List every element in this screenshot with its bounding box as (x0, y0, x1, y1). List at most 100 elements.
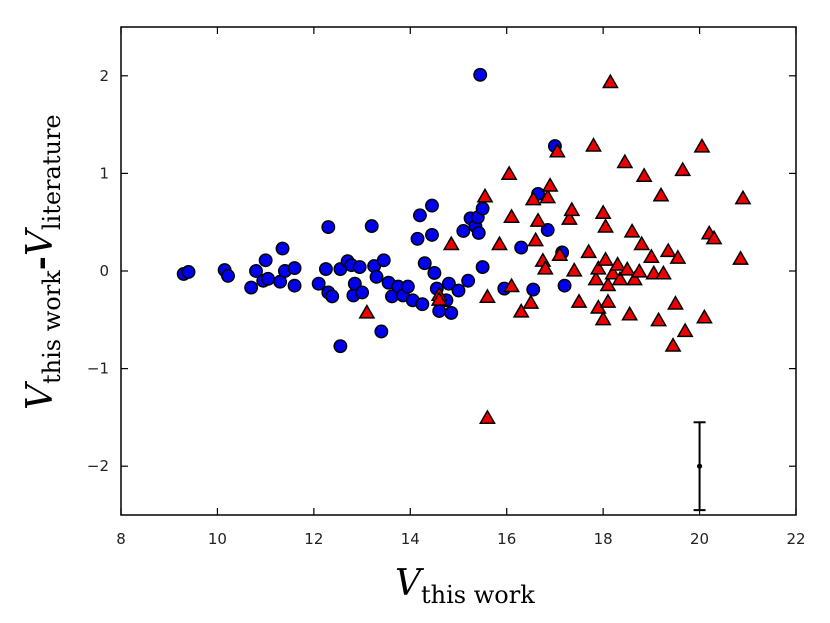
circle-point (311, 276, 326, 291)
y-tick-label: −1 (87, 360, 109, 378)
y-axis-label: Vthis work-Vliterature (20, 114, 66, 410)
triangle-point (601, 73, 619, 89)
triangle-point (642, 248, 660, 263)
circle-point (258, 253, 273, 268)
circle-point (376, 253, 391, 268)
circle-point (461, 273, 476, 288)
circle-point (249, 264, 263, 278)
triangle-point (589, 260, 607, 275)
triangle-point (705, 229, 723, 245)
triangle-point (664, 337, 682, 352)
triangle-point (623, 222, 641, 238)
circle-point (374, 324, 389, 339)
triangle-point (676, 322, 694, 338)
triangle-point (563, 201, 581, 217)
circle-point (417, 256, 432, 271)
circle-point (400, 279, 415, 294)
triangle-point (618, 261, 636, 276)
triangle-point (621, 305, 639, 321)
triangle-point (512, 302, 530, 318)
triangle-point (594, 310, 612, 326)
triangle-point (430, 291, 448, 306)
data-points (176, 67, 752, 425)
triangle-point (659, 242, 677, 258)
circle-point (425, 227, 439, 242)
error-bar (693, 421, 706, 512)
triangle-point (536, 260, 554, 275)
circle-point (181, 265, 196, 279)
triangle-point (476, 187, 494, 203)
triangle-point (491, 235, 508, 251)
triangle-point (570, 293, 588, 308)
triangle-point (604, 264, 622, 280)
circle-point (475, 260, 490, 275)
triangle-point (734, 189, 752, 205)
circle-point (456, 224, 471, 238)
triangle-point (611, 270, 629, 286)
triangle-point (548, 142, 566, 158)
circle-point (287, 261, 302, 276)
x-tick-label: 18 (594, 530, 613, 548)
circle-point (427, 266, 442, 280)
x-tick-label: 10 (208, 530, 227, 548)
triangle-point (599, 293, 617, 308)
circle-point (473, 67, 488, 82)
triangle-point (650, 311, 668, 327)
circle-point (221, 268, 235, 283)
triangle-point (524, 190, 542, 206)
triangle-point (695, 308, 713, 324)
triangle-point (652, 186, 670, 202)
circle-point (325, 289, 340, 304)
x-tick-label: 20 (690, 530, 709, 548)
triangle-point (654, 264, 672, 280)
triangle-point (594, 204, 612, 220)
triangle-point (358, 303, 376, 319)
circle-point (444, 306, 459, 320)
triangle-point (693, 138, 711, 153)
circle-point (526, 282, 541, 297)
triangle-point (500, 165, 518, 181)
triangle-point (479, 288, 496, 303)
y-tick-label: −2 (87, 457, 109, 475)
triangle-point (503, 208, 520, 223)
circle-point (432, 304, 447, 318)
circle-point (415, 297, 430, 312)
triangle-point (597, 218, 614, 233)
triangle-point (503, 277, 520, 293)
triangle-point (599, 276, 617, 292)
x-tick-label: 14 (401, 530, 420, 548)
triangle-point (522, 294, 540, 309)
triangle-point (565, 261, 583, 277)
circle-point (410, 231, 425, 246)
circle-point (261, 271, 276, 286)
error-bar-center (696, 463, 703, 469)
circle-point (540, 223, 555, 237)
circle-point (318, 262, 333, 276)
triangle-point (609, 256, 627, 271)
triangle-point (616, 153, 634, 169)
triangle-point (551, 246, 569, 262)
triangle-point (667, 295, 684, 310)
triangle-point (585, 137, 602, 152)
circle-point (514, 240, 529, 255)
triangle-point (635, 167, 653, 182)
triangle-point (597, 251, 614, 266)
triangle-point (626, 270, 643, 286)
triangle-point (587, 270, 605, 286)
circle-point (333, 339, 348, 354)
triangle-point (669, 249, 687, 264)
circle-point (369, 269, 384, 284)
circle-point (425, 198, 439, 213)
circle-point (355, 285, 370, 300)
triangle-point (732, 250, 749, 265)
circle-point (364, 219, 379, 234)
x-tick-label: 16 (497, 530, 516, 548)
y-tick-label: 1 (99, 164, 109, 182)
triangle-point (442, 235, 460, 251)
triangle-point (541, 177, 559, 192)
triangle-point (529, 212, 547, 227)
circle-point (441, 276, 456, 291)
triangle-point (539, 188, 557, 204)
circle-point (475, 201, 490, 216)
